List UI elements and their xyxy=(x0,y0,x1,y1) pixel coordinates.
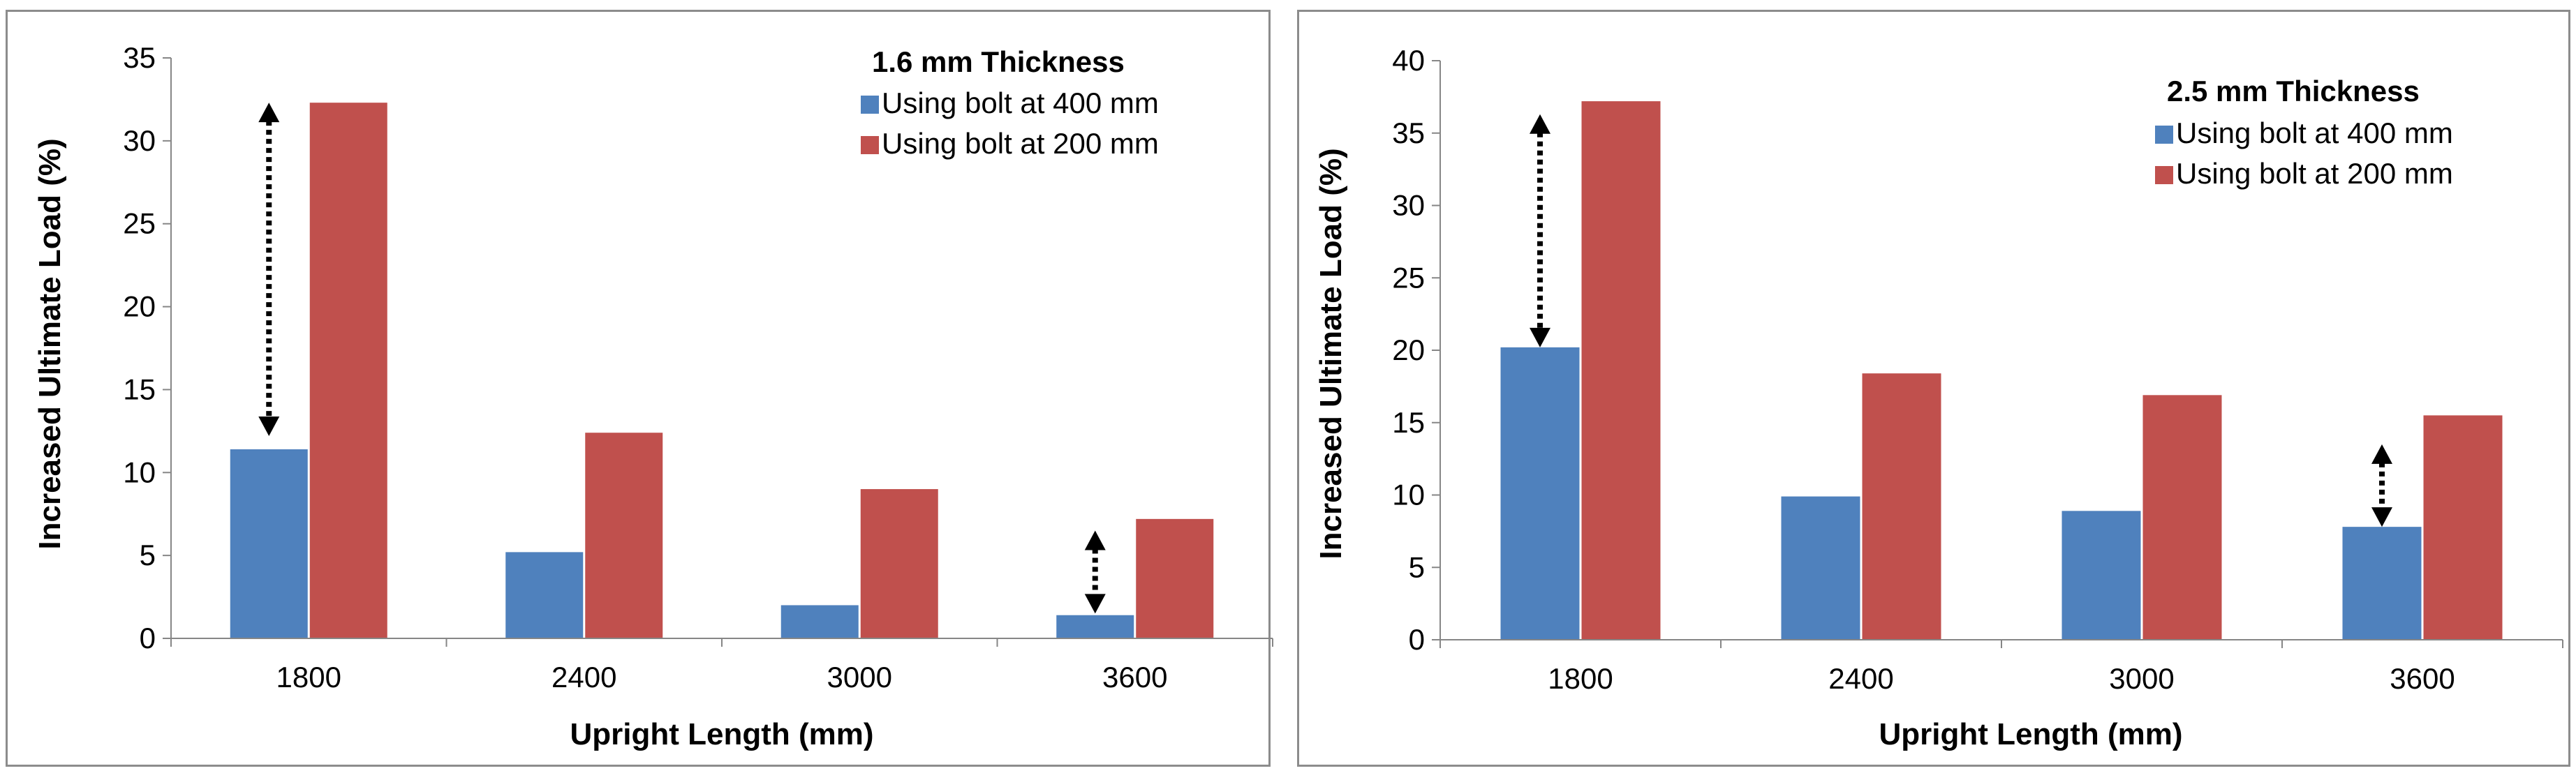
x-axis-title: Upright Length (mm) xyxy=(570,717,873,751)
bar-series-1-3000 xyxy=(2061,511,2141,640)
x-tick-label-3600: 3600 xyxy=(1102,661,1167,693)
legend-swatch-series-2 xyxy=(861,136,879,154)
arrow-head-up xyxy=(258,103,280,123)
bar-series-2-3000 xyxy=(2142,395,2222,640)
y-tick-label: 25 xyxy=(123,207,156,240)
bar-series-1-2400 xyxy=(505,552,584,638)
arrow-head-down xyxy=(258,416,280,436)
y-axis-title: Increased Ultimate Load (%) xyxy=(1314,148,1348,559)
y-tick-label: 35 xyxy=(123,41,156,74)
y-tick-label: 30 xyxy=(1392,189,1425,222)
annotation-double-arrow-1 xyxy=(258,103,280,436)
annotation-double-arrow-2 xyxy=(1084,530,1106,614)
legend-swatch-series-1 xyxy=(2155,126,2173,144)
y-tick-label: 35 xyxy=(1392,117,1425,149)
legend-title: 2.5 mm Thickness xyxy=(2167,75,2420,107)
legend-title: 1.6 mm Thickness xyxy=(872,45,1125,78)
chart-panel-2-5mm: 2.5 mm Thickness Using bolt at 400 mm Us… xyxy=(1297,10,2570,767)
legend-swatch-series-2 xyxy=(2155,166,2173,184)
y-tick-label: 10 xyxy=(1392,479,1425,511)
bar-series-1-3600 xyxy=(1056,615,1134,638)
y-tick-label: 0 xyxy=(1409,623,1425,656)
x-tick-label-3000: 3000 xyxy=(2109,662,2174,695)
x-tick-label-2400: 2400 xyxy=(552,661,616,693)
arrow-head-down xyxy=(1530,327,1550,347)
chart-panel-1-6mm: 1.6 mm Thickness Using bolt at 400 mm Us… xyxy=(6,10,1273,767)
y-tick-label: 20 xyxy=(123,290,156,323)
x-tick-label-1800: 1800 xyxy=(1548,662,1613,695)
arrow-head-up xyxy=(1084,530,1106,550)
y-tick-label: 30 xyxy=(123,124,156,157)
bar-series-2-1800 xyxy=(1581,101,1661,640)
bar-series-1-3000 xyxy=(780,605,859,638)
bar-series-1-2400 xyxy=(1781,496,1860,640)
arrow-head-down xyxy=(1084,594,1106,614)
legend-label-series-2: Using bolt at 200 mm xyxy=(882,127,1159,160)
legend-label-series-1: Using bolt at 400 mm xyxy=(882,87,1159,119)
bar-series-1-1800 xyxy=(230,449,308,638)
bar-series-2-3600 xyxy=(1136,518,1214,638)
bar-chart-2-5mm: 2.5 mm Thickness Using bolt at 400 mm Us… xyxy=(1314,44,2563,751)
bar-series-2-3000 xyxy=(860,489,938,638)
bar-series-2-3600 xyxy=(2423,415,2503,640)
bar-series-1-3600 xyxy=(2342,527,2422,640)
y-tick-label: 15 xyxy=(123,373,156,405)
y-axis-title: Increased Ultimate Load (%) xyxy=(33,138,67,549)
arrow-head-up xyxy=(1530,114,1550,134)
y-tick-label: 20 xyxy=(1392,333,1425,366)
x-tick-label-3600: 3600 xyxy=(2390,662,2455,695)
legend-label-series-1: Using bolt at 400 mm xyxy=(2176,117,2453,149)
legend-swatch-series-1 xyxy=(861,96,879,114)
y-tick-label: 10 xyxy=(123,456,156,488)
bar-series-2-1800 xyxy=(309,103,387,638)
legend-label-series-2: Using bolt at 200 mm xyxy=(2176,157,2453,190)
y-tick-label: 5 xyxy=(1409,550,1425,583)
x-axis-title: Upright Length (mm) xyxy=(1879,717,2182,751)
y-tick-label: 25 xyxy=(1392,261,1425,294)
y-tick-label: 5 xyxy=(140,539,156,571)
annotation-double-arrow-2 xyxy=(2371,444,2392,527)
y-tick-label: 40 xyxy=(1392,44,1425,77)
x-tick-label-3000: 3000 xyxy=(827,661,892,693)
x-tick-label-1800: 1800 xyxy=(276,661,341,693)
y-tick-label: 0 xyxy=(140,622,156,654)
bar-chart-1-6mm: 1.6 mm Thickness Using bolt at 400 mm Us… xyxy=(33,41,1273,751)
bar-series-1-1800 xyxy=(1500,347,1580,640)
arrow-head-down xyxy=(2371,507,2392,527)
y-tick-label: 15 xyxy=(1392,406,1425,439)
annotation-double-arrow-1 xyxy=(1530,114,1550,347)
bar-series-2-2400 xyxy=(585,433,663,638)
x-tick-label-2400: 2400 xyxy=(1828,662,1893,695)
arrow-head-up xyxy=(2371,444,2392,464)
bar-series-2-2400 xyxy=(1862,373,1941,640)
